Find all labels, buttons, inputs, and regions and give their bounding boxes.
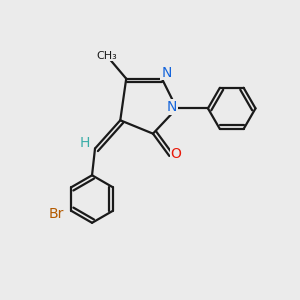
Text: H: H [80, 136, 90, 150]
Text: N: N [167, 100, 178, 114]
Text: CH₃: CH₃ [97, 51, 117, 61]
Text: O: O [170, 148, 181, 161]
Text: Br: Br [49, 207, 64, 221]
Text: N: N [161, 66, 172, 80]
